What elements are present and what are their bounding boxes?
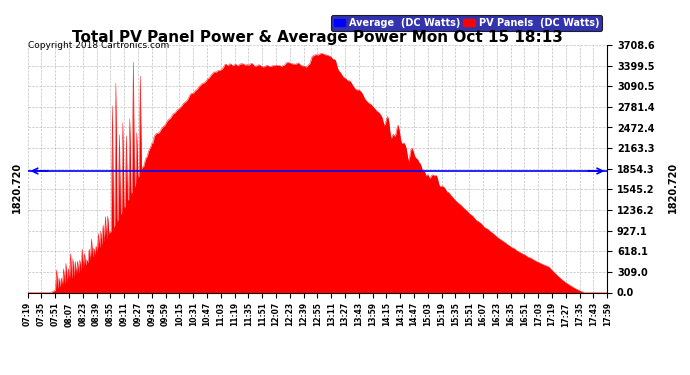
Text: Total PV Panel Power & Average Power Mon Oct 15 18:13: Total PV Panel Power & Average Power Mon… bbox=[72, 30, 563, 45]
Text: Copyright 2018 Cartronics.com: Copyright 2018 Cartronics.com bbox=[28, 41, 169, 50]
Text: 1820.720: 1820.720 bbox=[12, 162, 22, 213]
Legend: Average  (DC Watts), PV Panels  (DC Watts): Average (DC Watts), PV Panels (DC Watts) bbox=[331, 15, 602, 31]
Text: 1820.720: 1820.720 bbox=[668, 162, 678, 213]
